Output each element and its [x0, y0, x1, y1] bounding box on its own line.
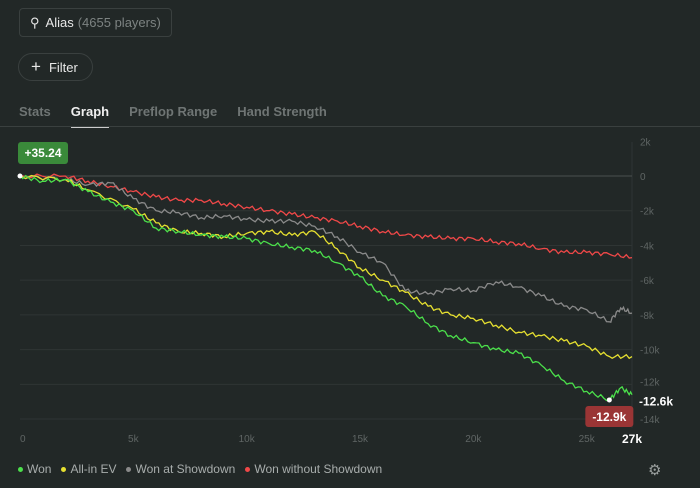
legend-label: Won [27, 462, 52, 476]
start-point [17, 173, 23, 179]
end-label: -12.6k [639, 395, 673, 409]
legend-item[interactable]: Won at Showdown [126, 462, 235, 476]
min-label: -12.9k [592, 410, 626, 424]
legend-label: Won without Showdown [254, 462, 383, 476]
tab-preflop-range[interactable]: Preflop Range [129, 104, 218, 119]
y-tick-label: -8k [640, 311, 655, 322]
y-tick-label: -14k [640, 415, 660, 426]
y-tick-label: -4k [640, 241, 655, 252]
min-badge [585, 405, 634, 427]
x-tick-label: 10k [239, 434, 256, 445]
y-tick-label: -2k [640, 207, 655, 218]
y-tick-label: -10k [640, 346, 660, 357]
x-tick-label: 0 [20, 434, 26, 445]
x-tick-label: 15k [352, 434, 369, 445]
x-end-label: 27k [622, 432, 642, 446]
x-tick-label: 25k [579, 434, 596, 445]
tab-stats[interactable]: Stats [19, 104, 51, 119]
y-tick-label: -12k [640, 377, 660, 388]
legend-dot [245, 467, 251, 473]
y-tick-label: 0 [640, 172, 646, 183]
tabs-divider [0, 126, 700, 127]
chart-legend: Won All-in EV Won at Showdown Won without S… [18, 462, 382, 476]
legend-label: Won at Showdown [135, 462, 236, 476]
user-icon: ⚲ [30, 14, 40, 30]
start-badge [18, 142, 68, 164]
filter-button[interactable]: + Filter [18, 53, 93, 81]
series-line-all-in-ev [19, 174, 633, 360]
legend-item[interactable]: All-in EV [61, 462, 116, 476]
min-point [606, 397, 612, 403]
legend-item[interactable]: Won [18, 462, 51, 476]
y-tick-label: 2k [640, 137, 652, 148]
tab-hand-strength[interactable]: Hand Strength [237, 104, 327, 119]
series-line-won-without-showdown [19, 173, 633, 259]
player-name: Alias [45, 15, 74, 30]
legend-item[interactable]: Won without Showdown [245, 462, 382, 476]
series-line-won [19, 174, 633, 402]
legend-label: All-in EV [70, 462, 117, 476]
gear-icon[interactable]: ⚙ [648, 462, 662, 479]
legend-dot [61, 467, 67, 473]
tab-graph[interactable]: Graph [70, 104, 110, 128]
filter-label: Filter [48, 59, 78, 75]
x-tick-label: 5k [128, 434, 140, 445]
legend-dot [126, 467, 132, 473]
start-label: +35.24 [24, 146, 61, 160]
x-tick-label: 20k [465, 434, 482, 445]
series-line-won-at-showdown [19, 175, 633, 323]
legend-dot [18, 467, 23, 473]
y-tick-label: -6k [640, 276, 655, 287]
profit-chart: 2k 0 -2k -4k -6k -8k -10k -12k -14k 0 5k 10k 15k 20k 2… [17, 137, 673, 446]
plus-icon: + [31, 57, 41, 76]
player-selector[interactable]: ⚲ Alias (4655 players) [19, 8, 172, 37]
player-count: (4655 players) [77, 15, 161, 30]
